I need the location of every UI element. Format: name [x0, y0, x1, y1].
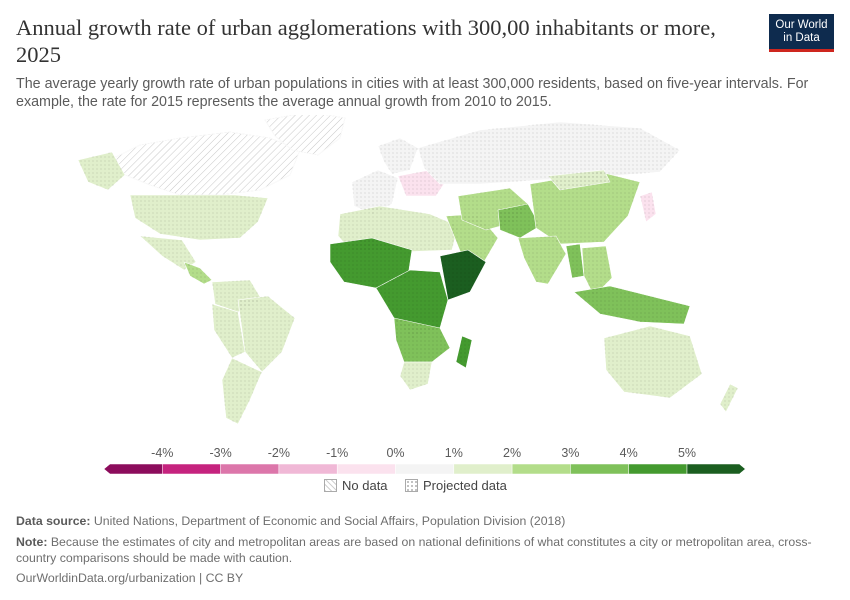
legend-tick-label: 3% — [561, 446, 580, 460]
region-myanmar[interactable] — [565, 243, 585, 279]
logo-line-2: in Data — [783, 32, 820, 44]
legend-color-scale — [103, 463, 746, 475]
no-data-label: No data — [342, 478, 388, 493]
legend-bin[interactable] — [220, 463, 280, 475]
logo-line-1: Our World — [775, 19, 828, 31]
region-united-states[interactable] — [129, 194, 269, 241]
data-source: Data source: United Nations, Department … — [16, 513, 836, 529]
region-russia[interactable] — [417, 121, 681, 185]
legend-bin[interactable] — [570, 463, 629, 475]
region-southern-africa[interactable] — [393, 317, 451, 363]
region-australia[interactable] — [603, 325, 703, 399]
region-indonesia-philippines[interactable] — [573, 285, 691, 325]
legend-bin[interactable] — [162, 463, 221, 475]
legend-bin[interactable] — [453, 463, 513, 475]
owid-logo[interactable]: Our World in Data — [769, 14, 834, 52]
no-data-swatch — [324, 479, 337, 492]
legend-bin[interactable] — [628, 463, 688, 475]
region-japan[interactable] — [639, 191, 657, 223]
source-text: United Nations, Department of Economic a… — [93, 514, 566, 528]
note-label: Note: — [16, 535, 48, 549]
region-madagascar[interactable] — [455, 335, 473, 369]
region-south-africa[interactable] — [399, 361, 433, 391]
legend-tick-label: -1% — [326, 446, 349, 460]
region-new-zealand[interactable] — [719, 383, 739, 413]
legend-tick-label: 1% — [444, 446, 463, 460]
region-horn-of-africa[interactable] — [439, 249, 487, 301]
region-india[interactable] — [517, 235, 567, 285]
legend-bin[interactable] — [336, 463, 396, 475]
region-argentina-chile[interactable] — [221, 357, 263, 425]
legend-bin[interactable] — [511, 463, 571, 475]
legend-no-data: No data — [324, 478, 388, 493]
legend-tick-label: 0% — [386, 446, 405, 460]
projected-label: Projected data — [423, 478, 507, 493]
legend-tick-label: 5% — [677, 446, 697, 460]
legend-tick-label: -2% — [267, 446, 291, 460]
legend-bin[interactable] — [686, 463, 746, 475]
legend-bin[interactable] — [395, 463, 455, 475]
projected-swatch — [405, 479, 418, 492]
chart-subtitle: The average yearly growth rate of urban … — [16, 76, 809, 110]
source-label: Data source: — [16, 514, 91, 528]
chart-title: Annual growth rate of urban agglomeratio… — [16, 15, 716, 67]
legend-bin[interactable] — [278, 463, 338, 475]
region-scandinavia[interactable] — [377, 137, 419, 175]
region-greenland[interactable] — [264, 115, 346, 156]
legend-bin[interactable] — [103, 463, 163, 475]
legend-projected: Projected data — [405, 478, 507, 493]
legend-tick-label: -4% — [151, 446, 174, 460]
footer-url[interactable]: OurWorldinData.org/urbanization | CC BY — [16, 571, 244, 585]
legend-tick-label: 4% — [619, 446, 638, 460]
legend-tick-label: -3% — [209, 446, 232, 460]
note: Note: Because the estimates of city and … — [16, 534, 836, 566]
legend-tick-label: 2% — [503, 446, 522, 460]
world-map — [77, 115, 739, 425]
region-north-america-north[interactable] — [109, 131, 301, 196]
note-text: Because the estimates of city and metrop… — [16, 535, 812, 565]
region-brazil[interactable] — [237, 295, 296, 373]
region-central-america[interactable] — [183, 261, 213, 285]
